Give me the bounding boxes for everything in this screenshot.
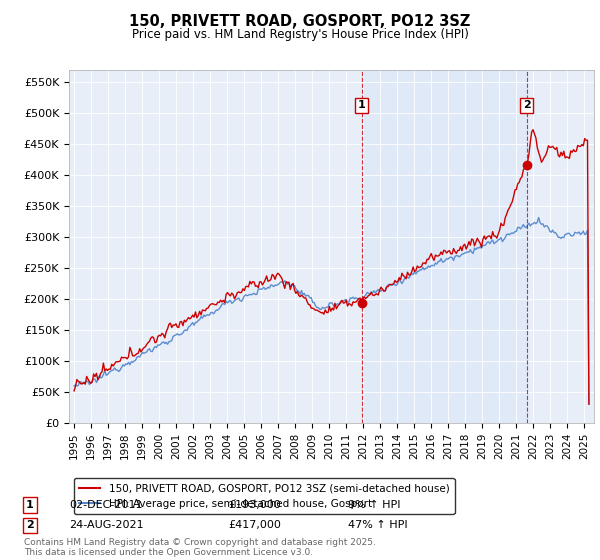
Text: 9% ↑ HPI: 9% ↑ HPI xyxy=(348,500,401,510)
Text: £417,000: £417,000 xyxy=(228,520,281,530)
Text: 02-DEC-2011: 02-DEC-2011 xyxy=(69,500,143,510)
Text: Contains HM Land Registry data © Crown copyright and database right 2025.
This d: Contains HM Land Registry data © Crown c… xyxy=(24,538,376,557)
Text: 150, PRIVETT ROAD, GOSPORT, PO12 3SZ: 150, PRIVETT ROAD, GOSPORT, PO12 3SZ xyxy=(130,14,470,29)
Text: 2: 2 xyxy=(26,520,34,530)
Text: 1: 1 xyxy=(358,100,365,110)
Bar xyxy=(362,70,527,423)
Text: 2: 2 xyxy=(523,100,530,110)
Text: £193,000: £193,000 xyxy=(228,500,281,510)
Text: 24-AUG-2021: 24-AUG-2021 xyxy=(69,520,143,530)
Text: Price paid vs. HM Land Registry's House Price Index (HPI): Price paid vs. HM Land Registry's House … xyxy=(131,28,469,41)
Text: 1: 1 xyxy=(26,500,34,510)
Text: 47% ↑ HPI: 47% ↑ HPI xyxy=(348,520,407,530)
Legend: 150, PRIVETT ROAD, GOSPORT, PO12 3SZ (semi-detached house), HPI: Average price, : 150, PRIVETT ROAD, GOSPORT, PO12 3SZ (se… xyxy=(74,478,455,514)
